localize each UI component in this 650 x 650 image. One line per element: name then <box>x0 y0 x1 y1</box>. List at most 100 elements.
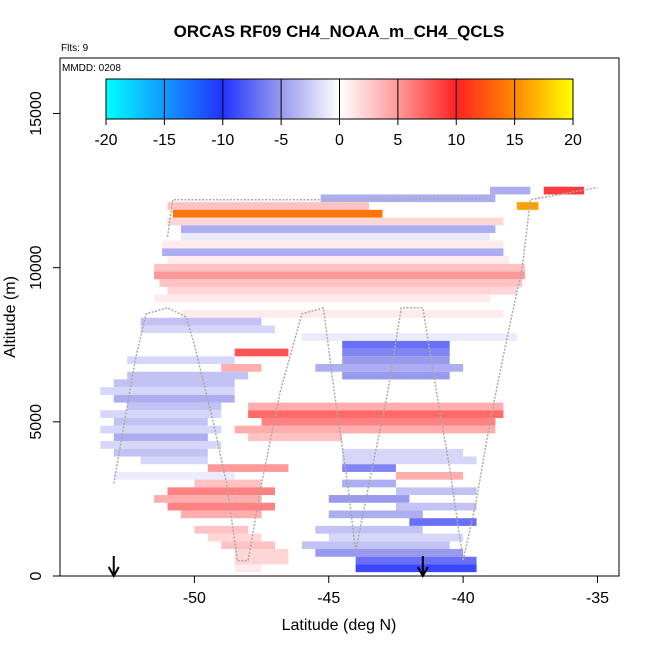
heatmap-cell-54 <box>395 487 477 496</box>
heatmap-cell-50 <box>113 471 235 480</box>
heatmap-cell-56 <box>154 495 262 503</box>
y-axis-label: Altitude (m) <box>2 276 19 358</box>
x-tick-label-1: -45 <box>317 590 340 607</box>
heatmap-cell-39 <box>100 425 222 434</box>
heatmap-cell-43 <box>100 441 222 449</box>
flights-label: Flts: 9 <box>61 43 89 54</box>
x-axis-label: Latitude (deg N) <box>282 617 397 634</box>
heatmap-cells <box>100 186 585 573</box>
heatmap-cell-7 <box>180 225 496 233</box>
x-tick-label-3: -35 <box>586 590 609 607</box>
heatmap-cell-11 <box>167 256 509 264</box>
heatmap-cell-32 <box>113 394 235 403</box>
y-tick-label-2: 10000 <box>28 245 45 290</box>
heatmap-cell-8 <box>180 232 490 241</box>
heatmap-cell-29 <box>342 371 450 380</box>
y-tick-label-1: 5000 <box>28 404 45 440</box>
heatmap-cell-25 <box>342 356 450 365</box>
heatmap-cell-37 <box>113 417 208 426</box>
x-tick-label-0: -50 <box>183 590 206 607</box>
heatmap-cell-19 <box>140 325 275 334</box>
heatmap-cell-28 <box>127 371 249 380</box>
heatmap-cell-20 <box>301 333 517 341</box>
colorbar-tick-label-6: 10 <box>447 132 465 149</box>
heatmap-cell-40 <box>234 425 496 434</box>
heatmap-cell-34 <box>248 402 504 411</box>
heatmap-cell-63 <box>194 525 249 534</box>
heatmap-cell-67 <box>221 541 275 550</box>
heatmap-cell-69 <box>234 549 289 557</box>
plot-frame <box>59 57 620 577</box>
colorbar-tick-label-0: -20 <box>94 132 117 149</box>
heatmap-cell-74 <box>355 564 477 573</box>
heatmap-cell-45 <box>342 448 464 457</box>
colorbar-tick-label-7: 15 <box>506 132 524 149</box>
y-tick-label-0: 0 <box>28 571 45 580</box>
heatmap-cell-33 <box>127 402 222 411</box>
heatmap-cell-36 <box>248 410 504 418</box>
colorbar-tick-label-3: -5 <box>274 132 288 149</box>
heatmap-cell-5 <box>172 209 383 218</box>
colorbar-tick-label-8: 20 <box>564 132 582 149</box>
heatmap-cell-21 <box>342 340 450 349</box>
flight-tracks <box>113 186 598 562</box>
heatmap-cell-27 <box>315 364 464 372</box>
heatmap-cell-9 <box>162 240 504 249</box>
heatmap-cell-24 <box>127 356 235 365</box>
heatmap-cell-61 <box>328 510 423 519</box>
colorbar-tick-label-5: 5 <box>393 132 402 149</box>
y-axis: 0 5000 10000 15000 <box>28 91 60 580</box>
heatmap-cell-30 <box>113 379 235 388</box>
x-axis: -50 -45 -40 -35 <box>183 576 609 607</box>
heatmap-cell-59 <box>395 502 477 511</box>
flight-track-line <box>113 186 598 562</box>
heatmap-cell-14 <box>159 279 523 287</box>
heatmap-cell-38 <box>261 417 496 426</box>
heatmap-cell-23 <box>342 348 450 357</box>
heatmap-cell-57 <box>328 495 410 503</box>
heatmap-cell-15 <box>167 286 517 295</box>
heatmap-cell-64 <box>315 525 423 534</box>
heatmap-cell-58 <box>167 502 275 511</box>
y-tick-label-3: 15000 <box>28 91 45 136</box>
heatmap-cell-1 <box>543 186 585 195</box>
colorbar-tick-label-1: -15 <box>153 132 176 149</box>
colorbar: -20 -15 -10 -5 0 5 10 15 20 <box>94 78 582 149</box>
heatmap-cell-68 <box>301 541 450 550</box>
heatmap-cell-62 <box>409 518 477 526</box>
heatmap-cell-26 <box>221 364 262 372</box>
heatmap-cell-55 <box>167 487 275 496</box>
heatmap-cell-51 <box>395 471 464 480</box>
heatmap-cell-35 <box>100 410 222 418</box>
heatmap-cell-2 <box>320 194 496 203</box>
heatmap-cell-66 <box>328 533 464 542</box>
heatmap-cell-0 <box>490 186 531 195</box>
heatmap-cell-73 <box>234 564 262 573</box>
heatmap-cell-71 <box>234 556 289 565</box>
heatmap-cell-12 <box>154 263 525 272</box>
chart-title: ORCAS RF09 CH4_NOAA_m_CH4_QCLS <box>174 22 505 41</box>
heatmap-cell-10 <box>162 248 504 257</box>
heatmap-cell-16 <box>154 294 490 303</box>
heatmap-cell-42 <box>248 433 343 442</box>
heatmap-cell-13 <box>154 271 525 280</box>
colorbar-ticks: -20 -15 -10 -5 0 5 10 15 20 <box>94 79 582 149</box>
heatmap-cell-72 <box>355 556 477 565</box>
heatmap-cell-47 <box>342 456 477 465</box>
mmdd-label: MMDD: 0208 <box>62 63 121 74</box>
upper-track-line <box>166 197 491 237</box>
heatmap-cell-4 <box>516 202 539 210</box>
heatmap-cell-46 <box>140 456 208 465</box>
heatmap-cell-31 <box>100 387 235 395</box>
colorbar-tick-label-2: -10 <box>211 132 234 149</box>
heatmap-cell-3 <box>167 202 370 210</box>
heatmap-cell-17 <box>180 310 504 318</box>
heatmap-cell-6 <box>167 217 504 226</box>
heatmap-cell-48 <box>207 464 289 472</box>
heatmap-cell-41 <box>113 433 208 442</box>
heatmap-cell-44 <box>113 448 208 457</box>
colorbar-tick-label-4: 0 <box>335 132 344 149</box>
heatmap-cell-60 <box>180 510 262 519</box>
x-tick-label-2: -40 <box>452 590 475 607</box>
